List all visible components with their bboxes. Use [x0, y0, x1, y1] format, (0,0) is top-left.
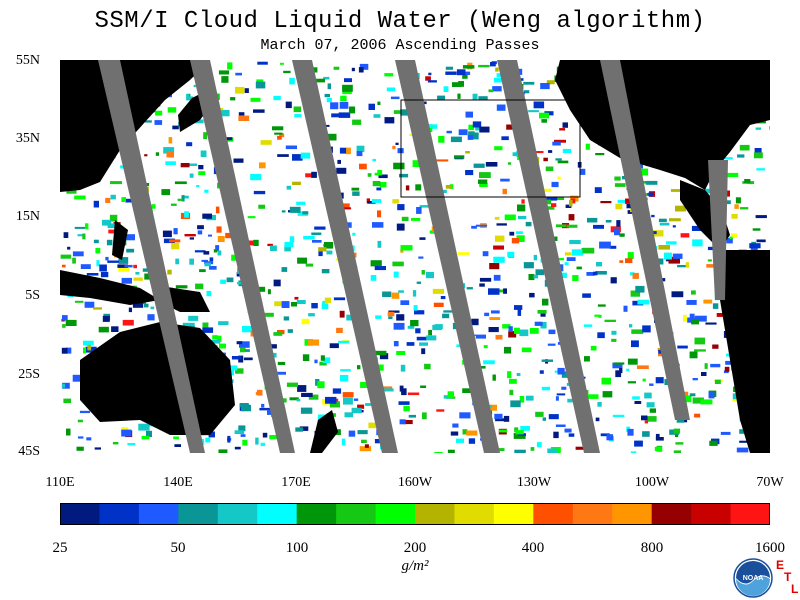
lon-label-70w: 70W — [756, 475, 784, 490]
lat-label-35n: 35N — [15, 131, 40, 146]
colorbar-segment — [691, 503, 732, 525]
etl-credit: E T L — [774, 558, 800, 598]
noaa-logo-icon: NOAA — [733, 558, 773, 598]
colorbar-segment — [730, 503, 770, 525]
map-title: SSM/I Cloud Liquid Water (Weng algorithm… — [94, 8, 706, 35]
colorbar-segment — [454, 503, 495, 525]
swath-gap-strip — [98, 60, 205, 453]
swath-gap-strip — [708, 160, 728, 300]
swath-gap-strip — [395, 60, 500, 453]
colorbar-label-100: 100 — [285, 540, 309, 556]
colorbar-segment — [612, 503, 653, 525]
indonesia-landmass — [60, 270, 160, 305]
lon-label-160w: 160W — [397, 475, 433, 490]
colorbar-segment — [217, 503, 258, 525]
lat-label-25s: 25S — [18, 367, 40, 382]
etl-letter-e: E — [776, 558, 785, 572]
colorbar-segment — [572, 503, 613, 525]
colorbar-label-1600: 1600 — [755, 540, 785, 556]
swath-gaps — [98, 60, 728, 453]
swath-gap-strip — [190, 60, 295, 453]
colorbar-segment — [533, 503, 574, 525]
swath-gap-strip — [497, 60, 600, 453]
colorbar-segment — [415, 503, 455, 525]
map-canvas — [60, 60, 770, 453]
etl-letter-t: T — [784, 570, 792, 584]
colorbar-segment — [138, 503, 179, 525]
lon-label-110e: 110E — [45, 475, 75, 490]
region-outline-box — [400, 99, 581, 198]
lon-label-100w: 100W — [634, 475, 670, 490]
lon-label-140e: 140E — [163, 475, 193, 490]
asia-landmass — [60, 60, 210, 192]
colorbar-segment — [99, 503, 140, 525]
swath-gap-strip — [600, 60, 690, 420]
colorbar-segment — [375, 503, 416, 525]
lat-label-55n: 55N — [15, 53, 40, 68]
swath-gap-strip — [292, 60, 398, 453]
colorbar-label-50: 50 — [170, 540, 186, 556]
lon-label-170e: 170E — [281, 475, 311, 490]
etl-letter-l: L — [791, 582, 799, 596]
colorbar-segment — [336, 503, 377, 525]
cloud-water-map[interactable] — [60, 60, 770, 453]
noaa-logo-text: NOAA — [743, 575, 764, 582]
south-america-landmass — [720, 250, 770, 453]
new-zealand-landmass — [310, 410, 338, 453]
colorbar-segment — [178, 503, 219, 525]
philippines-landmass — [112, 220, 128, 260]
colorbar-segment — [257, 503, 298, 525]
colorbar-frame — [60, 503, 770, 525]
colorbar-label-400: 400 — [521, 540, 545, 556]
colorbar-segment — [296, 503, 337, 525]
colorbar-label-200: 200 — [403, 540, 427, 556]
lat-label-15n: 15N — [15, 209, 40, 224]
colorbar-label-800: 800 — [640, 540, 664, 556]
lat-label-5s: 5S — [25, 288, 40, 303]
lon-label-130w: 130W — [516, 475, 552, 490]
colorbar-segment — [651, 503, 692, 525]
colorbar-segment — [60, 503, 100, 525]
map-subtitle: March 07, 2006 Ascending Passes — [260, 37, 540, 54]
australia-landmass — [80, 322, 235, 435]
colorbar-label-25: 25 — [52, 540, 68, 556]
colorbar-segment — [493, 503, 534, 525]
units-label: g/m² — [401, 558, 429, 574]
colorbar — [60, 503, 770, 525]
north-america-landmass — [555, 60, 770, 190]
lat-label-45s: 45S — [18, 444, 40, 459]
